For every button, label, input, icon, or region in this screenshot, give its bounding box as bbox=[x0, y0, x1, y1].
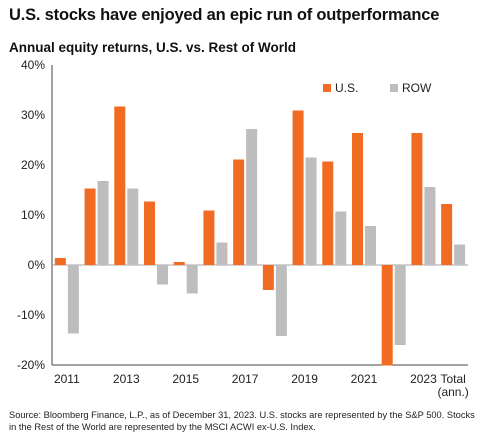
us-bar-2013 bbox=[114, 106, 126, 265]
legend-label: ROW bbox=[402, 81, 432, 95]
row-bar-2020 bbox=[335, 211, 347, 265]
y-tick-label: -10% bbox=[17, 308, 45, 322]
x-axis: 2011 2013 2015 2017 2019 2021 2023 Total (ann.) bbox=[54, 372, 469, 399]
legend-swatch bbox=[390, 84, 398, 92]
us-bar-2023 bbox=[411, 133, 423, 265]
row-bar-2015 bbox=[186, 265, 198, 294]
us-bar-2018 bbox=[262, 265, 274, 290]
y-tick-label: 30% bbox=[21, 108, 45, 122]
row-bar-2022 bbox=[394, 265, 406, 345]
us-bar-total-ann- bbox=[441, 204, 453, 265]
us-bar-2016 bbox=[203, 210, 215, 265]
us-bar-2015 bbox=[173, 262, 185, 265]
x-tick-label: 2015 bbox=[172, 372, 199, 386]
y-tick-label: -20% bbox=[17, 358, 45, 372]
y-tick-label: 20% bbox=[21, 158, 45, 172]
bars bbox=[54, 106, 466, 366]
row-bar-2014 bbox=[157, 265, 168, 285]
us-bar-2019 bbox=[292, 110, 304, 265]
x-tick-label: Total (ann.) bbox=[437, 372, 468, 399]
row-bar-2011 bbox=[67, 265, 79, 334]
x-tick-label: 2017 bbox=[232, 372, 259, 386]
row-bar-2023 bbox=[424, 187, 436, 265]
page-title: U.S. stocks have enjoyed an epic run of … bbox=[9, 6, 440, 24]
us-bar-2011 bbox=[54, 258, 66, 265]
us-bar-2022 bbox=[381, 265, 393, 366]
row-bar-2019 bbox=[305, 157, 317, 265]
row-bar-2012 bbox=[97, 181, 109, 265]
x-tick-label: 2019 bbox=[291, 372, 318, 386]
row-bar-total-ann- bbox=[454, 244, 466, 265]
legend-label: U.S. bbox=[335, 81, 358, 95]
legend-swatch bbox=[323, 84, 331, 92]
row-bar-2018 bbox=[275, 265, 287, 336]
x-tick-label: 2021 bbox=[351, 372, 378, 386]
chart-subtitle: Annual equity returns, U.S. vs. Rest of … bbox=[9, 40, 297, 55]
y-tick-label: 40% bbox=[21, 58, 45, 72]
us-bar-2014 bbox=[144, 201, 155, 265]
row-bar-2016 bbox=[216, 242, 228, 265]
row-bar-2021 bbox=[365, 226, 376, 265]
y-tick-label: 10% bbox=[21, 208, 45, 222]
us-bar-2020 bbox=[322, 161, 334, 265]
x-tick-label: 2011 bbox=[54, 372, 80, 386]
row-bar-2017 bbox=[246, 129, 258, 265]
row-bar-2013 bbox=[127, 188, 139, 265]
us-bar-2017 bbox=[233, 159, 245, 265]
us-bar-2012 bbox=[84, 188, 96, 265]
x-tick-label: 2013 bbox=[113, 372, 140, 386]
y-tick-label: 0% bbox=[28, 258, 46, 272]
y-axis: -20% -10% 0% 10% 20% 30% 40% bbox=[17, 58, 45, 372]
source-note: Source: Bloomberg Finance, L.P., as of D… bbox=[9, 410, 475, 432]
legend: U.S. ROW bbox=[323, 81, 432, 95]
us-bar-2021 bbox=[352, 133, 363, 265]
x-tick-label: 2023 bbox=[410, 372, 437, 386]
